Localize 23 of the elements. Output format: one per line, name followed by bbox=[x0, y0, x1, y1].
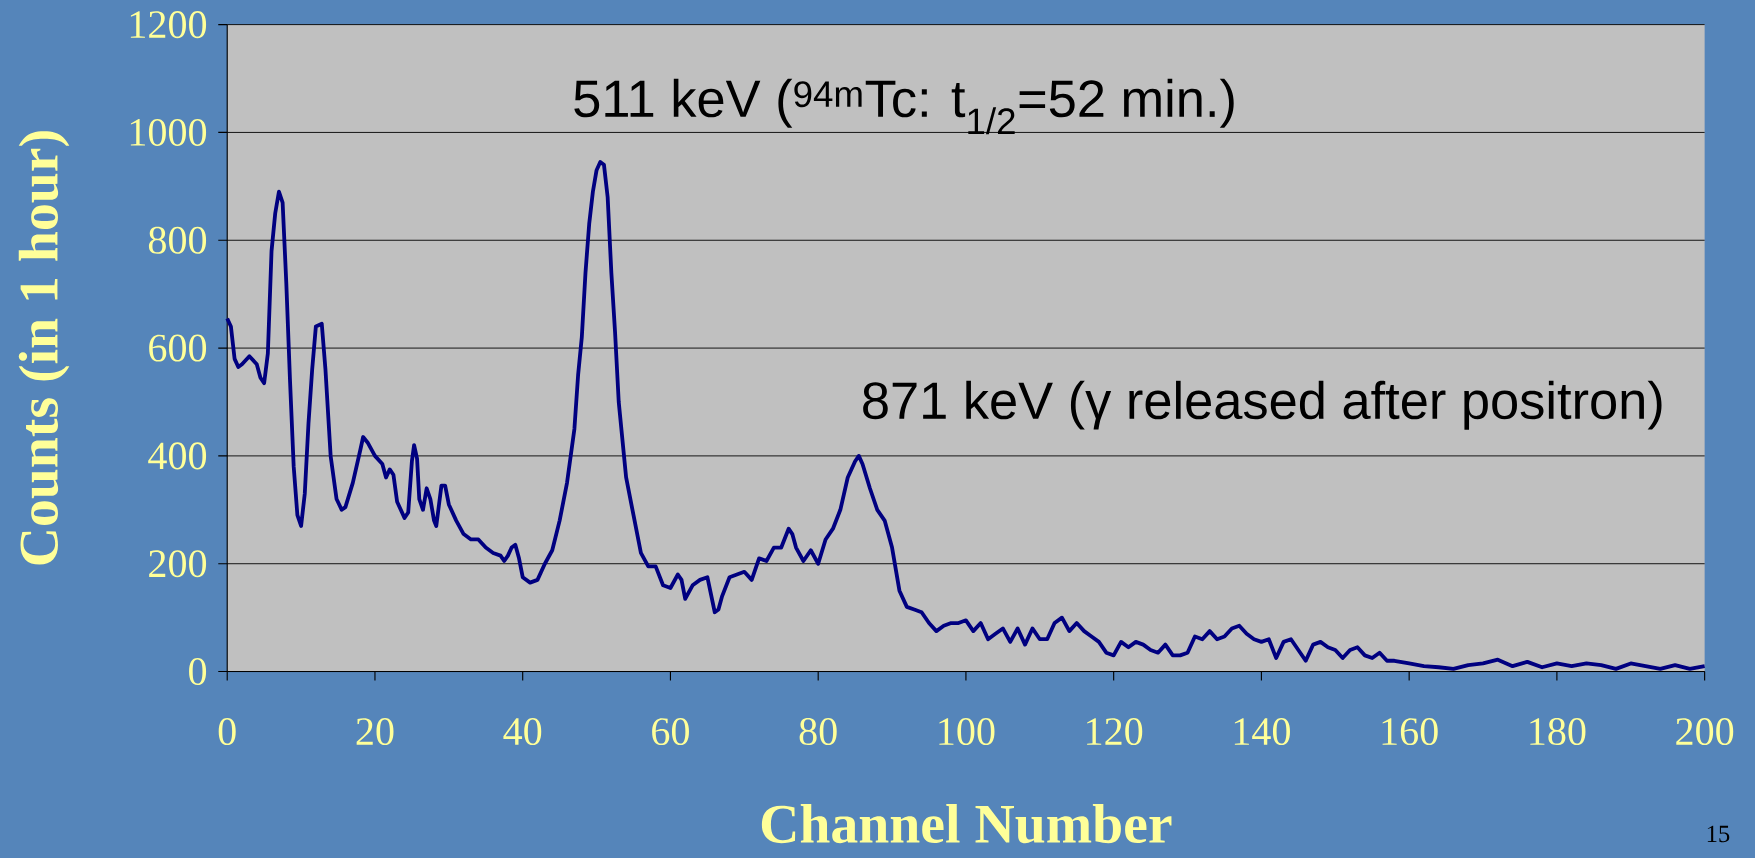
x-tick-label: 180 bbox=[1530, 717, 1586, 745]
y-tick-label: 200 bbox=[149, 549, 207, 578]
annotation: 511 keV ($^{94m}$Tc: t$_{1/2}$=52 min.) bbox=[574, 78, 1234, 134]
y-tick-label: 1200 bbox=[130, 10, 207, 38]
x-tick-label: 60 bbox=[652, 717, 689, 745]
x-tick-label: 160 bbox=[1382, 717, 1438, 745]
annotation: 871 keV (γ released after positron) bbox=[863, 380, 1662, 430]
x-tick-label: 100 bbox=[939, 717, 995, 745]
y-tick-label: 800 bbox=[148, 226, 207, 254]
x-tick-label: 20 bbox=[356, 717, 394, 745]
x-tick-label: 200 bbox=[1676, 717, 1734, 745]
y-axis-title: Counts (in 1 hour) bbox=[18, 131, 70, 565]
x-tick-label: 80 bbox=[799, 717, 837, 745]
x-tick-label: 140 bbox=[1234, 717, 1290, 745]
x-tick-label: 0 bbox=[218, 717, 236, 745]
y-tick-label: 600 bbox=[149, 334, 207, 362]
x-tick-label: 40 bbox=[503, 717, 542, 745]
y-tick-label: 0 bbox=[189, 657, 207, 685]
y-tick-label: 1000 bbox=[130, 118, 207, 146]
x-tick-label: 120 bbox=[1087, 717, 1143, 745]
x-axis-title: Channel Number bbox=[761, 803, 1172, 844]
y-tick-label: 400 bbox=[148, 442, 207, 470]
text: 15 bbox=[1707, 825, 1730, 842]
